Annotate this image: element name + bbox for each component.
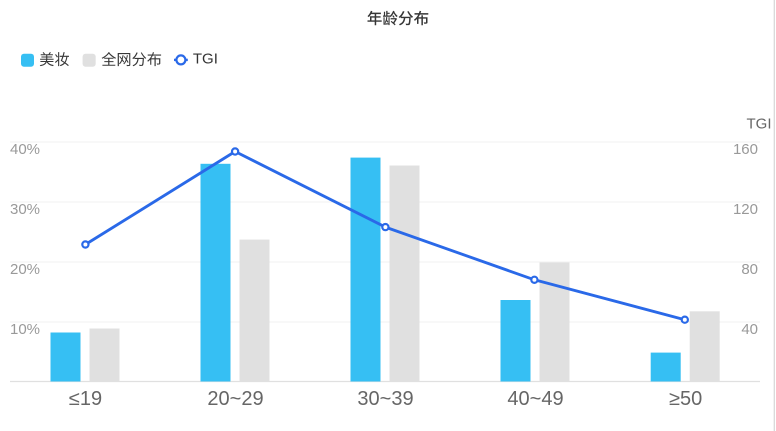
svg-text:40%: 40% <box>10 141 40 158</box>
svg-text:TGI: TGI <box>193 51 218 68</box>
svg-text:≥50: ≥50 <box>669 388 702 410</box>
svg-text:20~29: 20~29 <box>207 388 263 410</box>
svg-text:80: 80 <box>741 261 758 278</box>
svg-text:30%: 30% <box>10 201 40 218</box>
svg-text:120: 120 <box>733 201 758 218</box>
svg-text:10%: 10% <box>10 321 40 338</box>
svg-text:40: 40 <box>741 321 758 338</box>
svg-text:≤19: ≤19 <box>69 388 102 410</box>
svg-text:30~39: 30~39 <box>357 388 413 410</box>
svg-text:160: 160 <box>733 141 758 158</box>
svg-text:TGI: TGI <box>747 116 772 133</box>
svg-text:40~49: 40~49 <box>507 388 563 410</box>
svg-text:20%: 20% <box>10 261 40 278</box>
